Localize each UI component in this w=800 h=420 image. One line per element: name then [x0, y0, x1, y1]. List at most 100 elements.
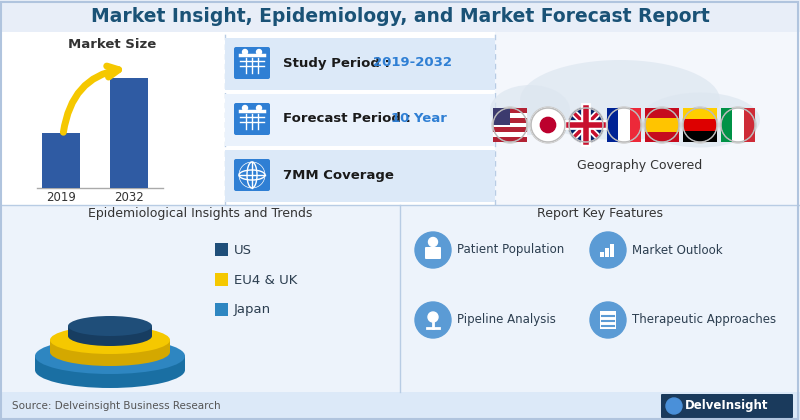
- FancyBboxPatch shape: [645, 108, 679, 118]
- FancyBboxPatch shape: [493, 108, 510, 125]
- FancyBboxPatch shape: [234, 159, 270, 191]
- Ellipse shape: [68, 326, 152, 346]
- Circle shape: [415, 302, 451, 338]
- Circle shape: [540, 117, 556, 133]
- FancyBboxPatch shape: [683, 119, 717, 131]
- Circle shape: [531, 108, 565, 142]
- Ellipse shape: [490, 85, 570, 135]
- Ellipse shape: [35, 338, 185, 374]
- Circle shape: [666, 398, 682, 414]
- FancyBboxPatch shape: [234, 47, 270, 79]
- Text: Market Size: Market Size: [68, 39, 156, 52]
- Ellipse shape: [640, 92, 760, 147]
- Circle shape: [645, 108, 679, 142]
- FancyBboxPatch shape: [0, 32, 225, 205]
- FancyBboxPatch shape: [493, 108, 527, 113]
- Circle shape: [415, 232, 451, 268]
- Circle shape: [644, 107, 680, 143]
- FancyBboxPatch shape: [50, 340, 170, 352]
- Text: Geography Covered: Geography Covered: [578, 158, 702, 171]
- FancyBboxPatch shape: [42, 133, 80, 188]
- FancyBboxPatch shape: [645, 118, 679, 132]
- Circle shape: [530, 107, 566, 143]
- Circle shape: [569, 108, 603, 142]
- FancyBboxPatch shape: [732, 108, 744, 142]
- Circle shape: [239, 162, 265, 188]
- Circle shape: [607, 108, 641, 142]
- FancyBboxPatch shape: [744, 108, 755, 142]
- Circle shape: [257, 105, 262, 110]
- Text: Report Key Features: Report Key Features: [537, 207, 663, 220]
- FancyBboxPatch shape: [0, 205, 800, 392]
- Circle shape: [257, 50, 262, 55]
- Text: 10 Year: 10 Year: [391, 113, 447, 126]
- Circle shape: [683, 108, 717, 142]
- Circle shape: [492, 107, 528, 143]
- FancyBboxPatch shape: [645, 132, 679, 142]
- Text: US: US: [234, 244, 252, 257]
- Text: Therapeutic Approaches: Therapeutic Approaches: [632, 313, 776, 326]
- Circle shape: [429, 237, 438, 247]
- Ellipse shape: [35, 352, 185, 388]
- Circle shape: [242, 105, 247, 110]
- Text: Market Insight, Epidemiology, and Market Forecast Report: Market Insight, Epidemiology, and Market…: [90, 6, 710, 26]
- FancyBboxPatch shape: [495, 32, 800, 205]
- Text: DelveInsight: DelveInsight: [686, 399, 769, 412]
- FancyBboxPatch shape: [493, 113, 527, 118]
- FancyBboxPatch shape: [600, 311, 616, 329]
- FancyBboxPatch shape: [618, 108, 630, 142]
- FancyBboxPatch shape: [683, 108, 717, 119]
- FancyBboxPatch shape: [493, 127, 527, 132]
- Circle shape: [569, 108, 603, 142]
- FancyBboxPatch shape: [683, 131, 717, 142]
- FancyBboxPatch shape: [493, 137, 527, 142]
- FancyBboxPatch shape: [234, 103, 270, 135]
- Circle shape: [590, 302, 626, 338]
- FancyBboxPatch shape: [610, 244, 614, 257]
- FancyBboxPatch shape: [0, 392, 800, 420]
- Circle shape: [568, 107, 604, 143]
- Text: 2032: 2032: [114, 191, 144, 204]
- FancyBboxPatch shape: [225, 150, 495, 202]
- Circle shape: [242, 50, 247, 55]
- Text: 2019: 2019: [46, 191, 76, 204]
- FancyBboxPatch shape: [35, 356, 185, 370]
- Text: EU4 & UK: EU4 & UK: [234, 273, 298, 286]
- FancyBboxPatch shape: [0, 0, 800, 32]
- Ellipse shape: [68, 316, 152, 336]
- FancyBboxPatch shape: [493, 123, 527, 127]
- Text: Study Period :: Study Period :: [283, 57, 394, 69]
- Circle shape: [682, 107, 718, 143]
- FancyBboxPatch shape: [225, 94, 495, 146]
- Circle shape: [531, 108, 565, 142]
- FancyBboxPatch shape: [721, 108, 732, 142]
- FancyBboxPatch shape: [493, 118, 527, 123]
- Circle shape: [493, 108, 527, 142]
- FancyBboxPatch shape: [630, 108, 641, 142]
- Ellipse shape: [50, 326, 170, 354]
- FancyBboxPatch shape: [605, 248, 609, 257]
- Text: Epidemiological Insights and Trends: Epidemiological Insights and Trends: [88, 207, 312, 220]
- Circle shape: [428, 312, 438, 322]
- Text: Patient Population: Patient Population: [457, 244, 564, 257]
- Circle shape: [720, 107, 756, 143]
- FancyBboxPatch shape: [225, 38, 495, 90]
- Text: Pipeline Analysis: Pipeline Analysis: [457, 313, 556, 326]
- Circle shape: [606, 107, 642, 143]
- FancyBboxPatch shape: [215, 273, 228, 286]
- FancyBboxPatch shape: [661, 394, 793, 418]
- FancyBboxPatch shape: [607, 108, 618, 142]
- FancyBboxPatch shape: [425, 247, 441, 259]
- FancyBboxPatch shape: [215, 303, 228, 316]
- Circle shape: [721, 108, 755, 142]
- FancyBboxPatch shape: [493, 132, 527, 137]
- Text: Forecast Period :: Forecast Period :: [283, 113, 415, 126]
- FancyBboxPatch shape: [215, 243, 228, 256]
- Text: Market Outlook: Market Outlook: [632, 244, 722, 257]
- FancyBboxPatch shape: [0, 32, 800, 205]
- FancyBboxPatch shape: [68, 326, 152, 336]
- FancyBboxPatch shape: [110, 78, 148, 188]
- Ellipse shape: [520, 60, 720, 140]
- Text: Source: Delveinsight Business Research: Source: Delveinsight Business Research: [12, 401, 221, 411]
- Text: 2019-2032: 2019-2032: [373, 57, 452, 69]
